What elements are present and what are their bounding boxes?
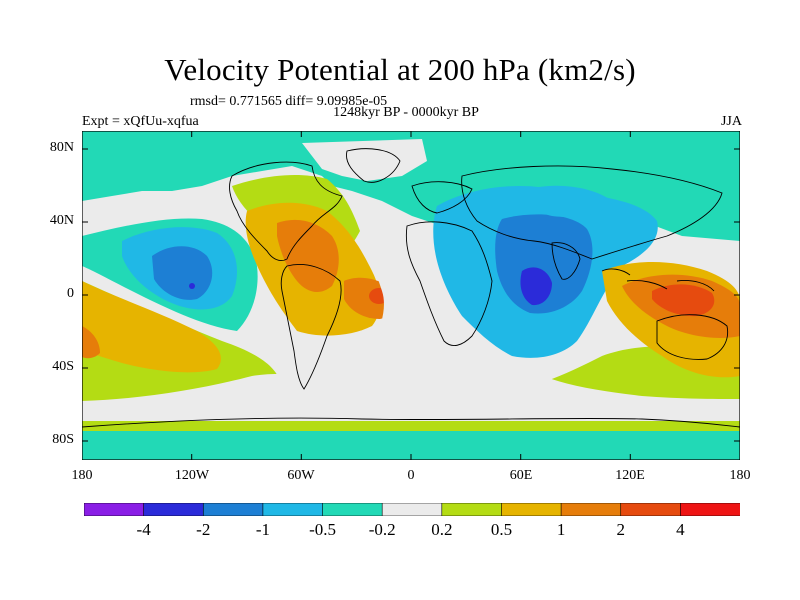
- colorbar-swatch: [381, 503, 443, 516]
- contour-southpacific-orange: [82, 281, 221, 373]
- x-tick-120e: 120E: [615, 468, 645, 483]
- x-tick-60w: 60W: [287, 468, 315, 483]
- australia-outline: [656, 314, 729, 360]
- colorbar-label: 2: [616, 520, 625, 539]
- greenland-outline: [346, 148, 401, 183]
- contour-eastatlantic-light: [372, 255, 431, 348]
- contour-southern-light: [82, 351, 740, 421]
- maritime-islands-outline: [601, 268, 715, 292]
- north-america-outline: [229, 161, 343, 262]
- x-tick-180e: 180: [729, 468, 751, 483]
- y-tick-40n: 40N: [49, 213, 74, 228]
- velocity-potential-map: [82, 131, 740, 460]
- colorbar-label: -0.5: [309, 520, 336, 539]
- coastlines: [82, 148, 740, 428]
- contour-southpacific-darkorange: [82, 326, 100, 359]
- period-label: 1248kyr BP - 0000kyr BP: [333, 105, 479, 120]
- colorbar-swatch: [620, 503, 681, 516]
- antarctica-outline: [82, 417, 740, 428]
- asia-outline: [461, 165, 723, 260]
- contour-pacific-min: [189, 283, 195, 289]
- contour-wp-red: [652, 284, 715, 317]
- colorbar-swatch: [262, 503, 324, 516]
- india-outline: [551, 242, 581, 280]
- y-tick-40s: 40S: [52, 359, 74, 374]
- south-america-outline: [280, 264, 342, 390]
- africa-outline: [405, 221, 493, 347]
- colorbar-swatch: [501, 503, 562, 516]
- colorbar-label: 0.5: [490, 520, 513, 539]
- contour-arctic-light: [302, 139, 427, 181]
- colorbar-swatch: [84, 503, 145, 516]
- x-tick-120w: 120W: [174, 468, 210, 483]
- colorbar-swatch: [680, 503, 740, 516]
- contour-south-cyan: [82, 431, 740, 460]
- stats-line: rmsd= 0.771565 diff= 9.09985e-05: [190, 94, 388, 109]
- europe-outline: [411, 181, 473, 214]
- colorbar-label: 1: [556, 520, 566, 539]
- contour-atlantic-orange: [277, 219, 339, 293]
- x-tick-180w: 180: [71, 468, 93, 483]
- colorbar-label: 0.2: [431, 520, 453, 539]
- contour-asia-cyan-west: [522, 185, 612, 218]
- colorbar-label: -1: [255, 520, 270, 539]
- y-tick-80s: 80S: [52, 432, 74, 447]
- y-tick-0: 0: [67, 286, 74, 301]
- colorbar: [84, 503, 740, 516]
- map-title: Velocity Potential at 200 hPa (km2/s): [164, 52, 636, 87]
- colorbar-label: 4: [676, 520, 685, 539]
- y-tick-80n: 80N: [49, 140, 74, 155]
- x-tick-60e: 60E: [509, 468, 533, 483]
- contour-asia-darkblue: [520, 267, 552, 306]
- tick-marks: [82, 131, 740, 460]
- x-tick-0: 0: [407, 468, 415, 483]
- season-label: JJA: [720, 114, 742, 129]
- colorbar-label: -2: [196, 520, 211, 539]
- colorbar-swatch: [560, 503, 622, 516]
- colorbar-label: -4: [136, 520, 151, 539]
- colorbar-swatch: [202, 503, 264, 516]
- colorbar-swatch: [322, 503, 383, 516]
- colorbar-swatch: [143, 503, 204, 516]
- colorbar-label: -0.2: [368, 520, 396, 539]
- colorbar-swatch: [441, 503, 503, 516]
- contour-pacific-blue: [152, 246, 213, 300]
- experiment-label: Expt = xQfUu-xqfua: [82, 114, 199, 129]
